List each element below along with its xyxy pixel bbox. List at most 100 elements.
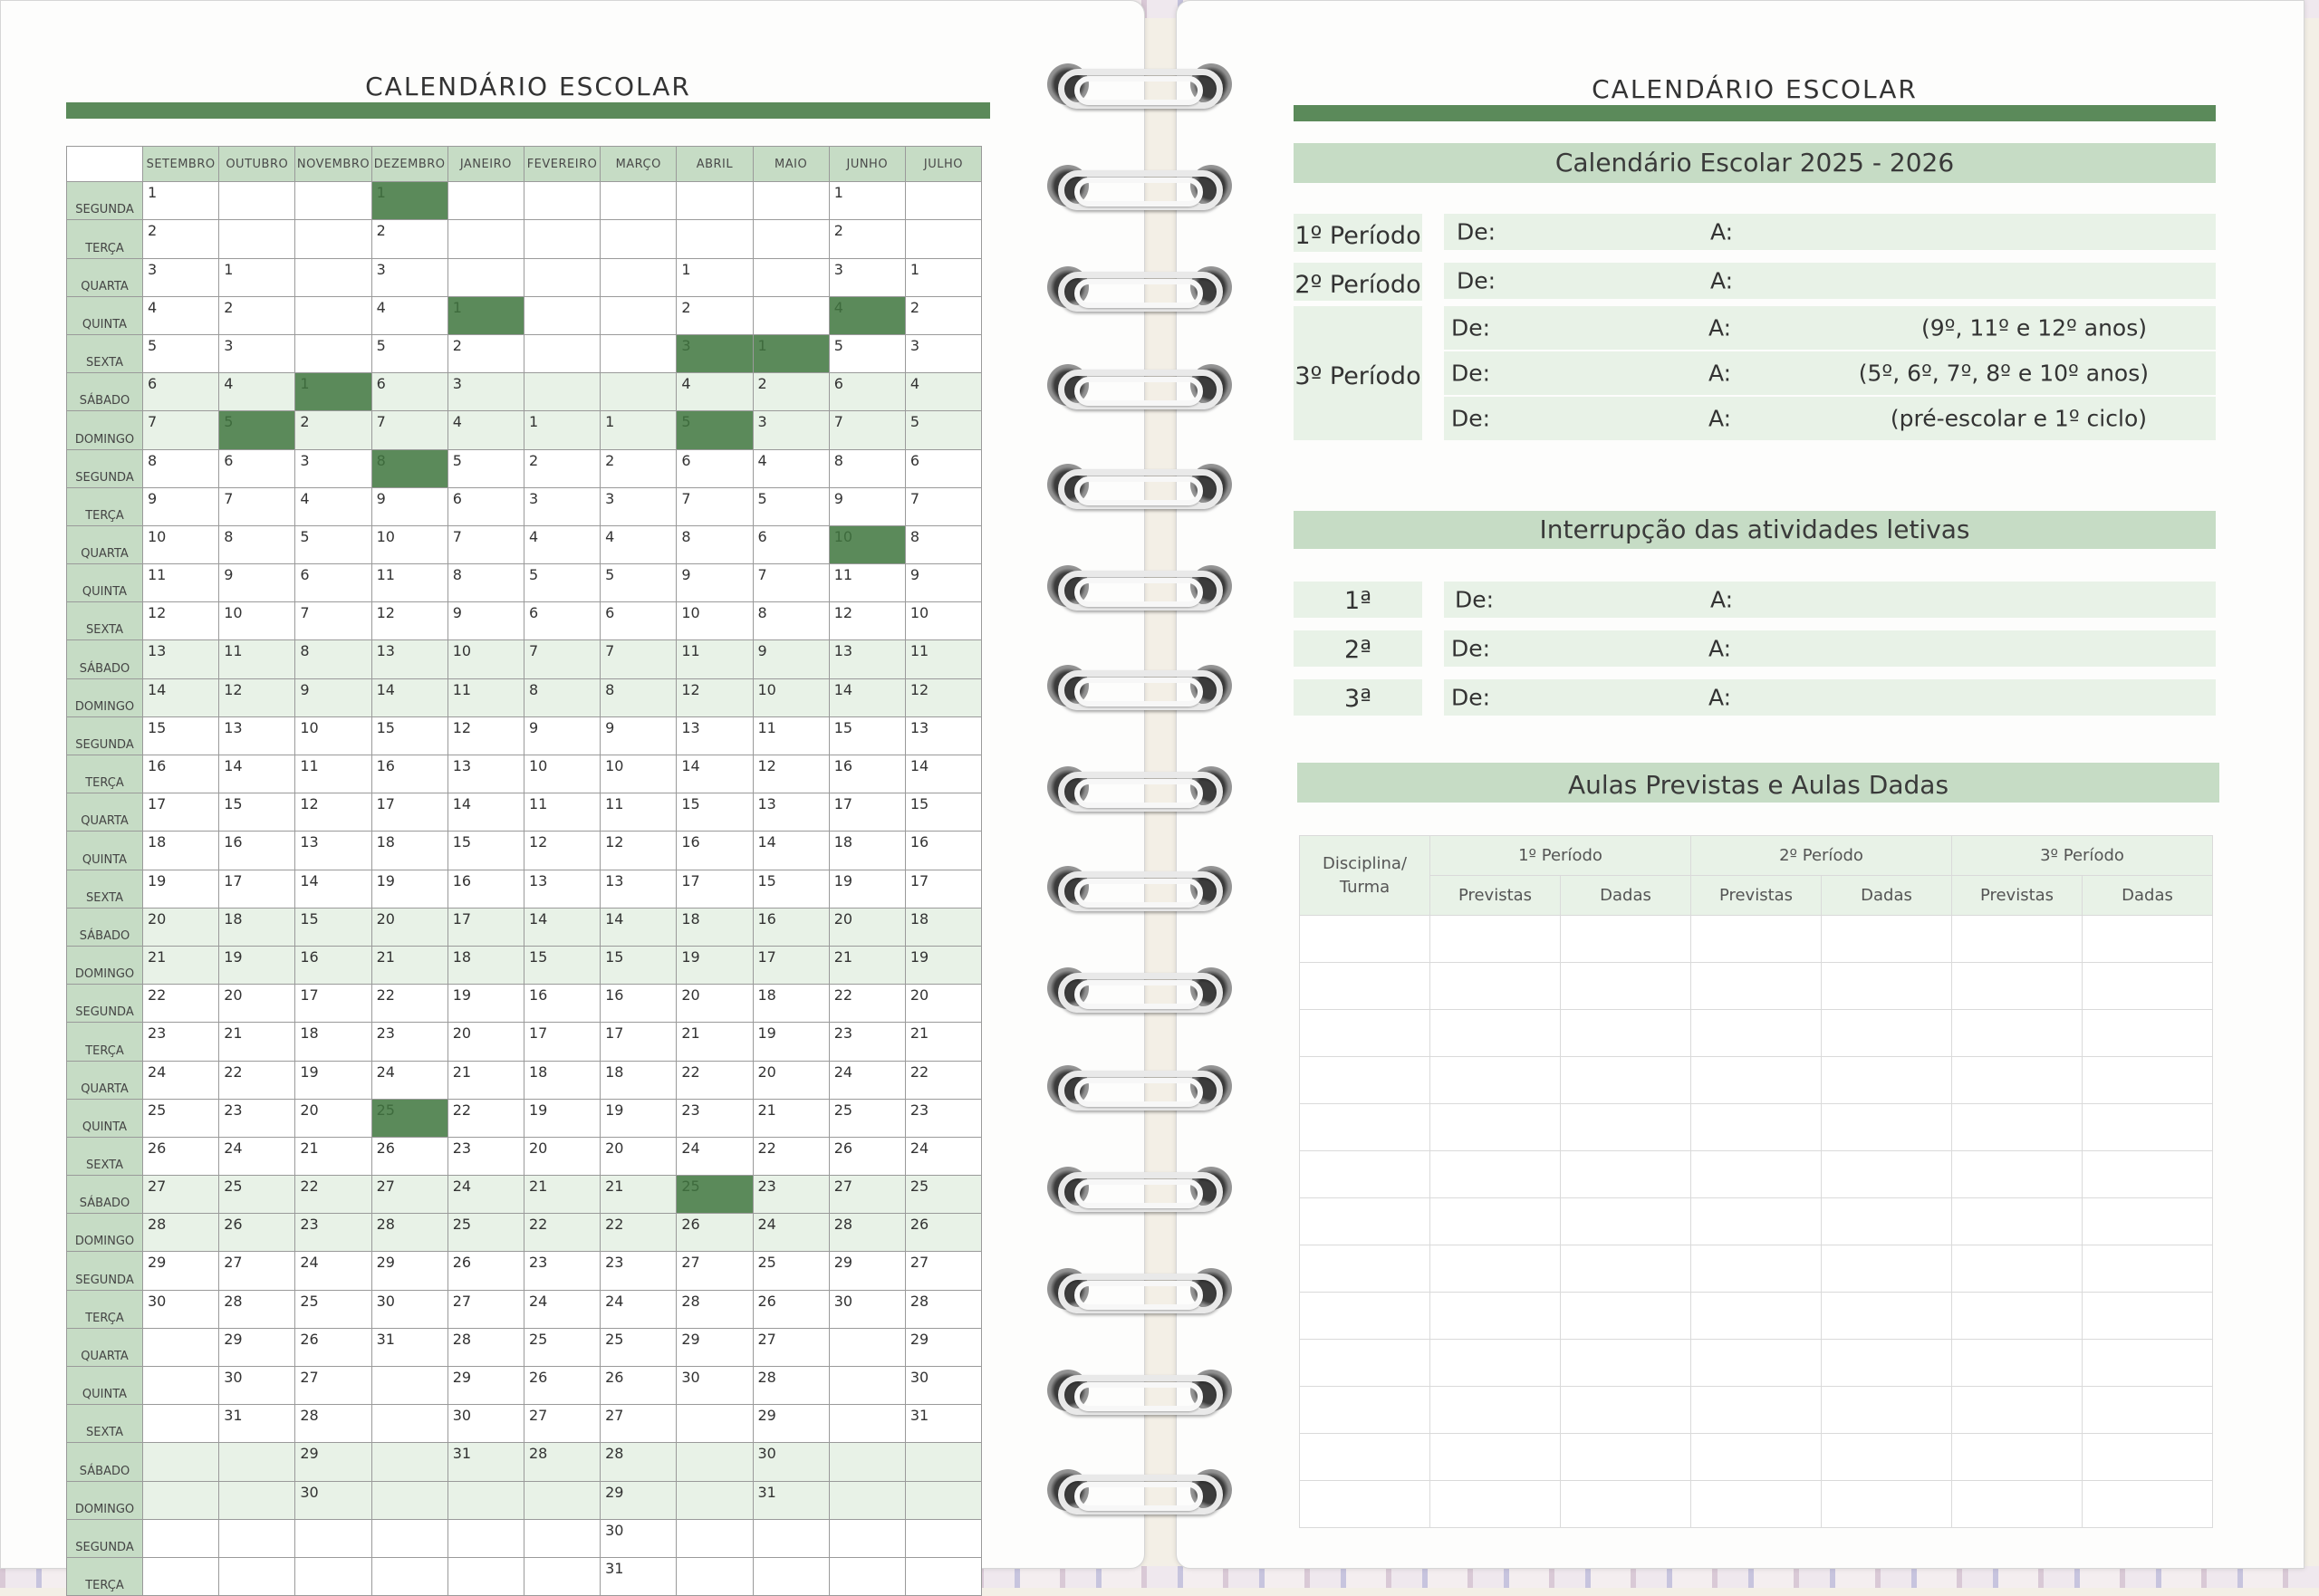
aulas-cell[interactable] (1299, 1386, 1430, 1434)
day-cell[interactable]: 14 (523, 907, 601, 947)
day-cell[interactable]: 2 (752, 372, 830, 412)
day-cell[interactable]: 18 (370, 831, 448, 870)
day-cell[interactable] (752, 257, 830, 297)
aulas-cell[interactable] (1299, 1433, 1430, 1481)
day-cell[interactable]: 12 (370, 601, 448, 641)
day-cell[interactable]: 27 (523, 1404, 601, 1444)
day-cell[interactable]: 27 (370, 1175, 448, 1215)
day-cell[interactable] (218, 1480, 296, 1520)
day-cell[interactable]: 15 (523, 945, 601, 985)
day-cell[interactable]: 3 (370, 257, 448, 297)
aulas-cell[interactable] (1560, 1292, 1691, 1340)
day-cell[interactable]: 22 (600, 1213, 678, 1253)
day-cell[interactable] (218, 219, 296, 259)
day-cell[interactable] (294, 1556, 372, 1596)
day-cell[interactable]: 23 (370, 1022, 448, 1062)
day-cell[interactable] (523, 372, 601, 412)
day-cell[interactable]: 25 (523, 1327, 601, 1368)
interruption-1-field[interactable]: De: A: (1444, 582, 2216, 618)
day-cell[interactable]: 8 (600, 678, 678, 717)
day-cell[interactable]: 9 (828, 486, 906, 526)
day-cell[interactable]: 4 (447, 410, 524, 450)
day-cell[interactable]: 22 (828, 984, 906, 1024)
day-cell[interactable]: 7 (752, 563, 830, 603)
day-cell[interactable]: 19 (828, 869, 906, 909)
day-cell[interactable]: 13 (752, 793, 830, 832)
day-cell[interactable]: 19 (294, 1060, 372, 1100)
day-cell[interactable]: 30 (447, 1404, 524, 1444)
day-cell[interactable]: 24 (141, 1060, 220, 1100)
day-cell[interactable]: 15 (294, 907, 372, 947)
day-cell[interactable]: 30 (294, 1480, 372, 1520)
day-cell[interactable]: 3 (904, 333, 983, 374)
aulas-cell[interactable] (1560, 1150, 1691, 1198)
aulas-cell[interactable] (1429, 1009, 1561, 1057)
aulas-cell[interactable] (1951, 1245, 2083, 1293)
day-cell[interactable]: 18 (904, 907, 983, 947)
day-cell[interactable]: 18 (523, 1060, 601, 1100)
day-cell[interactable]: 15 (904, 793, 983, 832)
day-cell[interactable]: 15 (370, 716, 448, 756)
day-cell[interactable]: 15 (676, 793, 754, 832)
day-cell[interactable]: 18 (218, 907, 296, 947)
day-cell[interactable]: 18 (828, 831, 906, 870)
day-cell[interactable]: 3 (752, 410, 830, 450)
day-cell[interactable]: 5 (752, 486, 830, 526)
day-cell[interactable] (218, 1442, 296, 1482)
aulas-cell[interactable] (1690, 1386, 1822, 1434)
day-cell[interactable]: 11 (600, 793, 678, 832)
day-cell[interactable]: 13 (370, 639, 448, 679)
aulas-cell[interactable] (1951, 1150, 2083, 1198)
day-cell[interactable]: 4 (523, 524, 601, 565)
day-cell[interactable]: 2 (370, 219, 448, 259)
day-cell[interactable]: 7 (600, 639, 678, 679)
day-cell[interactable]: 18 (294, 1022, 372, 1062)
day-cell[interactable] (600, 333, 678, 374)
day-cell[interactable]: 12 (752, 754, 830, 794)
day-cell[interactable]: 8 (294, 639, 372, 679)
day-cell[interactable]: 8 (218, 524, 296, 565)
day-cell[interactable]: 24 (676, 1136, 754, 1177)
day-cell[interactable]: 25 (904, 1175, 983, 1215)
highlighted-day-cell[interactable]: 1 (752, 333, 830, 374)
day-cell[interactable]: 16 (141, 754, 220, 794)
aulas-cell[interactable] (1299, 1197, 1430, 1245)
day-cell[interactable]: 10 (447, 639, 524, 679)
aulas-cell[interactable] (1560, 1245, 1691, 1293)
day-cell[interactable]: 4 (141, 295, 220, 335)
day-cell[interactable]: 9 (600, 716, 678, 756)
day-cell[interactable]: 16 (523, 984, 601, 1024)
day-cell[interactable] (294, 295, 372, 335)
day-cell[interactable]: 16 (752, 907, 830, 947)
day-cell[interactable] (523, 257, 601, 297)
day-cell[interactable]: 18 (600, 1060, 678, 1100)
day-cell[interactable] (141, 1327, 220, 1368)
day-cell[interactable]: 11 (370, 563, 448, 603)
day-cell[interactable]: 12 (141, 601, 220, 641)
day-cell[interactable]: 9 (294, 678, 372, 717)
day-cell[interactable]: 28 (676, 1289, 754, 1329)
day-cell[interactable]: 20 (600, 1136, 678, 1177)
day-cell[interactable] (370, 1442, 448, 1482)
day-cell[interactable]: 19 (904, 945, 983, 985)
day-cell[interactable]: 5 (370, 333, 448, 374)
day-cell[interactable]: 6 (294, 563, 372, 603)
aulas-cell[interactable] (2082, 1339, 2213, 1387)
day-cell[interactable] (370, 1518, 448, 1558)
day-cell[interactable]: 23 (447, 1136, 524, 1177)
day-cell[interactable]: 19 (523, 1098, 601, 1138)
aulas-cell[interactable] (1690, 1433, 1822, 1481)
aulas-cell[interactable] (1821, 1009, 1952, 1057)
day-cell[interactable] (141, 1365, 220, 1406)
day-cell[interactable]: 16 (600, 984, 678, 1024)
day-cell[interactable]: 3 (218, 333, 296, 374)
aulas-cell[interactable] (1560, 915, 1691, 963)
aulas-cell[interactable] (1821, 1480, 1952, 1528)
day-cell[interactable]: 31 (904, 1404, 983, 1444)
day-cell[interactable]: 4 (904, 372, 983, 412)
day-cell[interactable]: 6 (447, 486, 524, 526)
day-cell[interactable]: 23 (904, 1098, 983, 1138)
aulas-cell[interactable] (1299, 1245, 1430, 1293)
day-cell[interactable]: 28 (447, 1327, 524, 1368)
aulas-cell[interactable] (1429, 1056, 1561, 1104)
